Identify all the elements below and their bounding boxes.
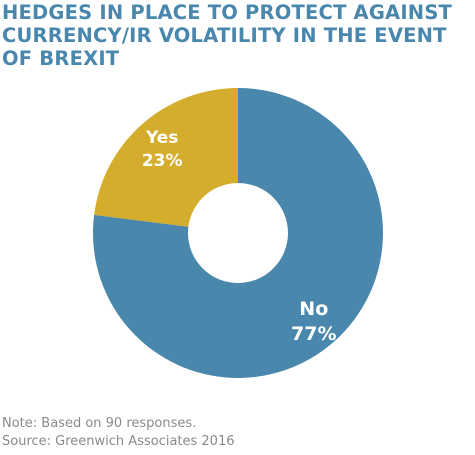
pie-slice-yes [94, 88, 238, 233]
slice-label-yes: Yes [145, 128, 178, 148]
slice-value-yes: 23% [142, 151, 183, 171]
footnote-note: Note: Based on 90 responses. [2, 416, 197, 431]
slice-value-no: 77% [291, 323, 336, 345]
donut-hole [188, 183, 288, 283]
chart-title: HEDGES IN PLACE TO PROTECT AGAINST CURRE… [2, 1, 453, 70]
footnote-source: Source: Greenwich Associates 2016 [2, 434, 235, 449]
footnotes: Note: Based on 90 responses. Source: Gre… [2, 415, 473, 451]
slice-labels: No 77% Yes 23% [142, 128, 337, 345]
slice-label-no: No [299, 298, 328, 320]
